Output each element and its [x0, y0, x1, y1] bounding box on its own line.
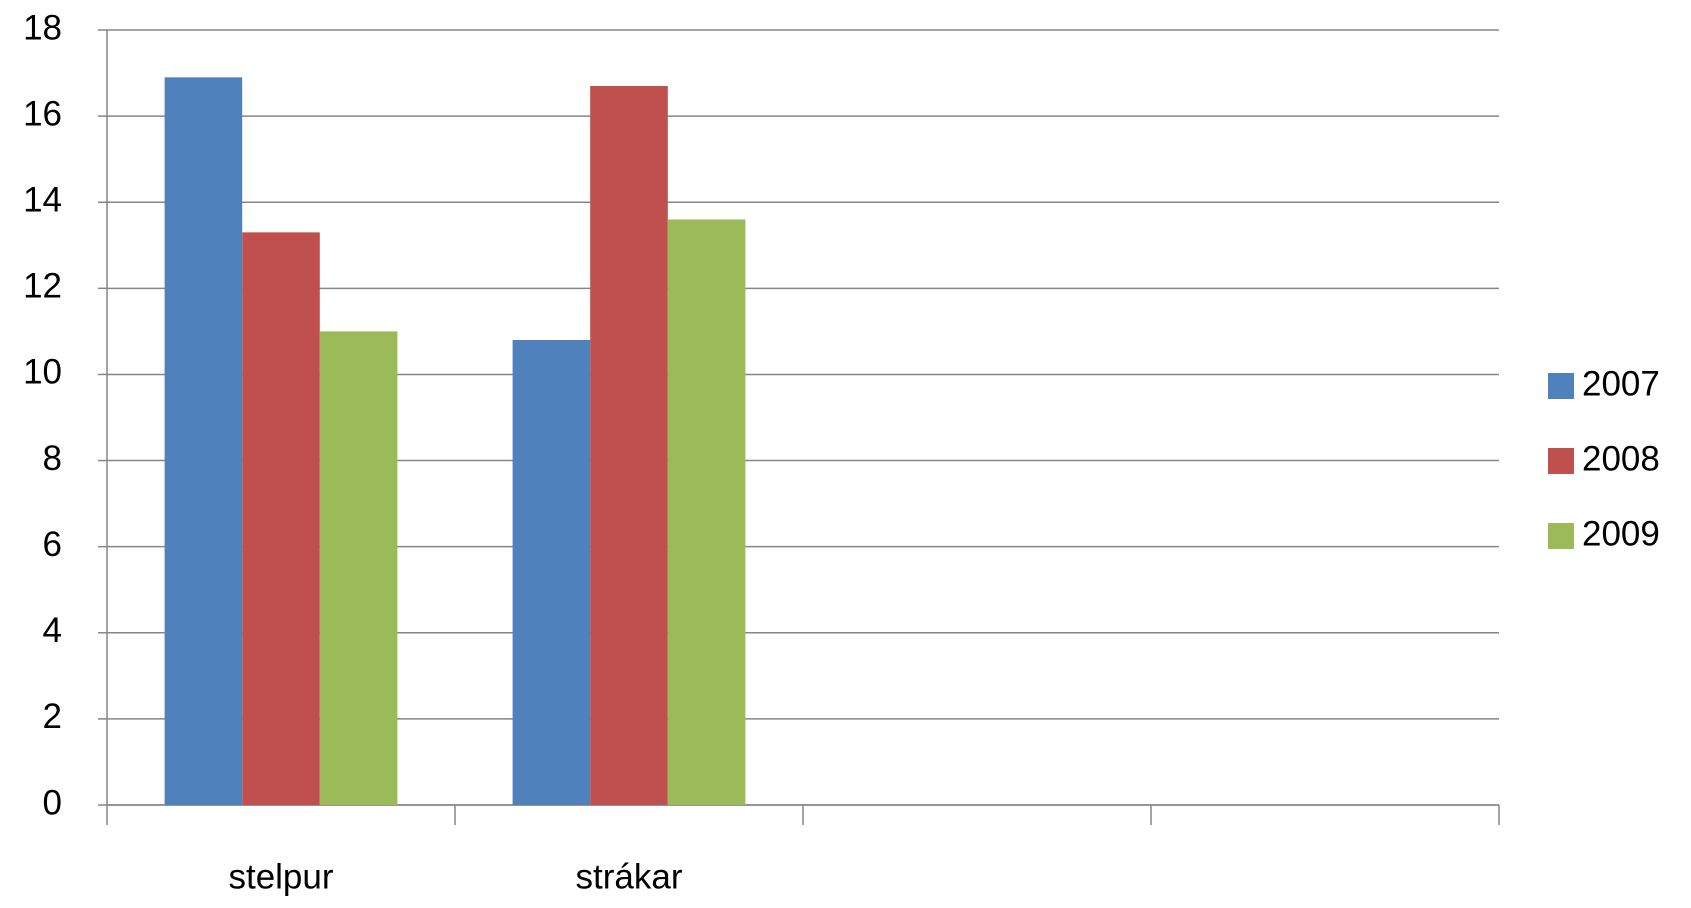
x-tick-label: stelpur [228, 857, 333, 896]
y-tick-label: 10 [23, 353, 62, 392]
x-tick-label: strákar [576, 857, 683, 896]
bar [164, 77, 243, 806]
bar [319, 331, 398, 805]
bar [667, 219, 746, 805]
bar [512, 340, 591, 805]
legend-swatch [1548, 448, 1574, 474]
y-tick-label: 8 [43, 439, 62, 478]
y-tick-label: 0 [43, 783, 62, 822]
legend-label: 2008 [1582, 439, 1660, 478]
y-tick-label: 12 [23, 267, 62, 306]
y-tick-label: 6 [43, 525, 62, 564]
y-tick-label: 14 [23, 180, 62, 219]
y-tick-label: 18 [23, 8, 62, 47]
y-tick-label: 4 [43, 611, 62, 650]
legend-swatch [1548, 373, 1574, 399]
legend-label: 2007 [1582, 364, 1660, 403]
y-tick-label: 2 [43, 697, 62, 736]
bar [242, 232, 320, 806]
bar [590, 85, 668, 805]
legend-label: 2009 [1582, 514, 1660, 553]
legend-swatch [1548, 523, 1574, 549]
y-tick-label: 16 [23, 94, 62, 133]
